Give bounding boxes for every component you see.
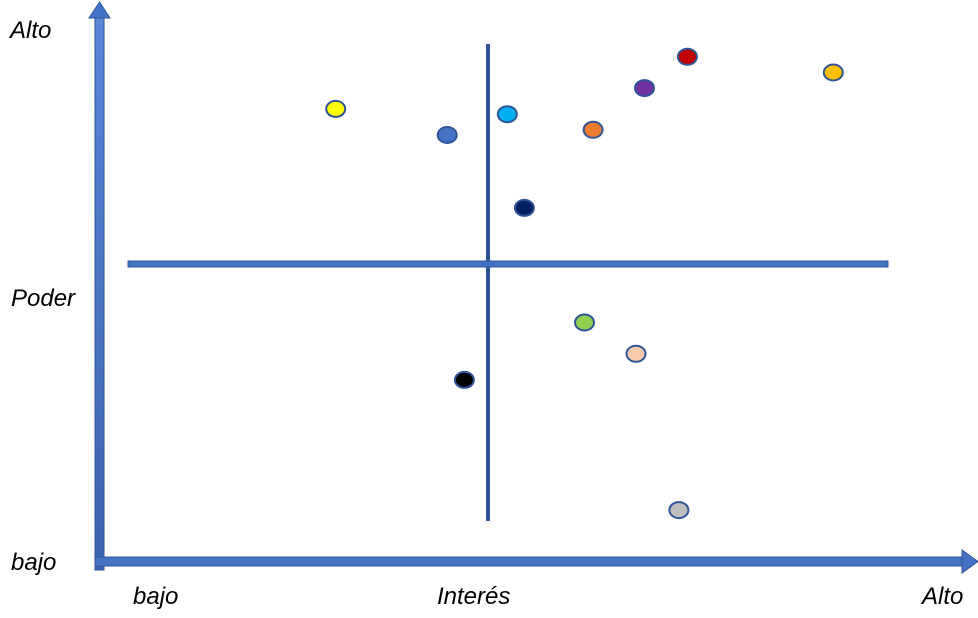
y-axis-arrow bbox=[88, 1, 111, 571]
points-layer bbox=[325, 47, 844, 520]
scatter-point-12 bbox=[668, 501, 690, 520]
x-axis-high-label: Alto bbox=[922, 583, 964, 610]
scatter-point-9 bbox=[574, 313, 595, 332]
scatter-point-4 bbox=[582, 120, 604, 139]
scatter-point-8 bbox=[513, 198, 535, 217]
x-axis-arrow bbox=[94, 549, 978, 574]
y-axis-high-label: Alto bbox=[10, 17, 52, 44]
horizontal-divider-line bbox=[127, 260, 889, 268]
scatter-point-2 bbox=[436, 126, 458, 144]
scatter-point-7 bbox=[822, 63, 844, 82]
scatter-point-1 bbox=[325, 99, 347, 118]
scatter-point-3 bbox=[496, 105, 518, 124]
scatter-point-11 bbox=[453, 370, 475, 389]
y-axis-title: Poder bbox=[11, 285, 76, 312]
x-axis-low-label: bajo bbox=[133, 583, 179, 610]
scatter-point-6 bbox=[676, 47, 698, 66]
vertical-divider-line bbox=[486, 44, 490, 521]
scatter-point-5 bbox=[634, 79, 655, 98]
scatter-point-10 bbox=[625, 344, 647, 363]
x-axis-title: Interés bbox=[437, 583, 511, 610]
y-axis-low-label: bajo bbox=[11, 549, 57, 576]
